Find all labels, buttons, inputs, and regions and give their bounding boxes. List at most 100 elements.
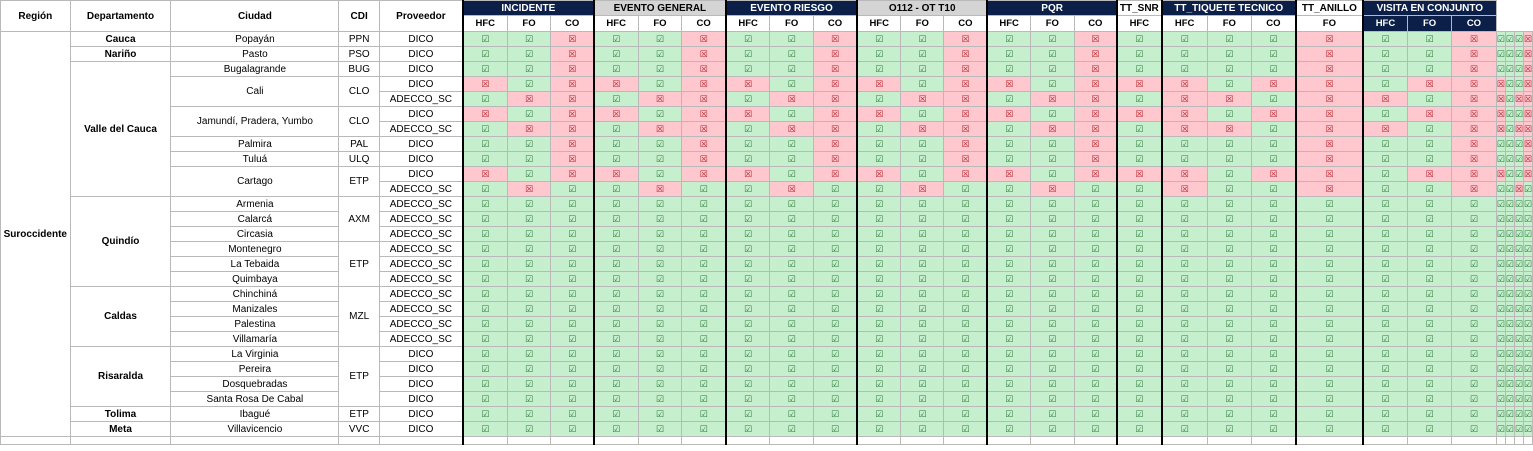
- status-cell-ok[interactable]: ☑: [856, 241, 902, 257]
- status-cell-ok[interactable]: ☑: [1294, 421, 1364, 437]
- status-cell-ok[interactable]: ☑: [1115, 31, 1163, 47]
- empty-cell[interactable]: [986, 436, 1031, 445]
- empty-cell[interactable]: [592, 436, 639, 445]
- empty-cell[interactable]: [0, 436, 71, 445]
- proveedor-cell[interactable]: ADECCO_SC: [378, 196, 464, 212]
- ciudad-cell[interactable]: Calarcá: [170, 211, 340, 227]
- subheader-co[interactable]: CO: [1451, 15, 1497, 32]
- status-cell-fail[interactable]: ☒: [769, 181, 814, 197]
- empty-cell[interactable]: [1160, 436, 1208, 445]
- status-cell-fail[interactable]: ☒: [812, 91, 858, 107]
- status-cell-ok[interactable]: ☑: [1361, 391, 1408, 407]
- status-cell-ok[interactable]: ☑: [1504, 301, 1515, 317]
- status-cell-ok[interactable]: ☑: [769, 286, 814, 302]
- status-cell-fail[interactable]: ☒: [1522, 46, 1533, 62]
- proveedor-cell[interactable]: DICO: [378, 151, 464, 167]
- status-cell-ok[interactable]: ☑: [1250, 346, 1297, 362]
- status-cell-fail[interactable]: ☒: [1073, 61, 1118, 77]
- status-cell-ok[interactable]: ☑: [900, 421, 945, 437]
- status-cell-ok[interactable]: ☑: [506, 136, 552, 152]
- status-cell-ok[interactable]: ☑: [1250, 46, 1297, 62]
- status-cell-fail[interactable]: ☒: [550, 91, 595, 107]
- status-cell-ok[interactable]: ☑: [1206, 196, 1252, 212]
- status-cell-ok[interactable]: ☑: [1029, 46, 1075, 62]
- status-cell-ok[interactable]: ☑: [1115, 271, 1163, 287]
- status-cell-ok[interactable]: ☑: [1160, 241, 1208, 257]
- status-cell-ok[interactable]: ☑: [506, 301, 552, 317]
- subheader-co[interactable]: CO: [1250, 15, 1297, 32]
- status-cell-ok[interactable]: ☑: [986, 346, 1031, 362]
- departamento-cell[interactable]: Nariño: [69, 46, 172, 62]
- status-cell-ok[interactable]: ☑: [812, 256, 858, 272]
- empty-cell[interactable]: [506, 436, 552, 445]
- status-cell-ok[interactable]: ☑: [1495, 241, 1506, 257]
- status-cell-ok[interactable]: ☑: [1206, 31, 1252, 47]
- status-cell-ok[interactable]: ☑: [1361, 406, 1408, 422]
- status-cell-fail[interactable]: ☒: [550, 151, 595, 167]
- empty-cell[interactable]: [1406, 436, 1453, 445]
- status-cell-ok[interactable]: ☑: [986, 46, 1031, 62]
- status-cell-ok[interactable]: ☑: [461, 196, 508, 212]
- status-cell-ok[interactable]: ☑: [1160, 256, 1208, 272]
- status-cell-ok[interactable]: ☑: [769, 376, 814, 392]
- header-region[interactable]: Región: [0, 0, 71, 32]
- proveedor-cell[interactable]: ADECCO_SC: [378, 91, 464, 107]
- status-cell-ok[interactable]: ☑: [812, 421, 858, 437]
- status-cell-ok[interactable]: ☑: [1160, 406, 1208, 422]
- status-cell-fail[interactable]: ☒: [812, 61, 858, 77]
- status-cell-ok[interactable]: ☑: [1495, 331, 1506, 347]
- status-cell-ok[interactable]: ☑: [1504, 61, 1515, 77]
- status-cell-ok[interactable]: ☑: [986, 271, 1031, 287]
- status-cell-fail[interactable]: ☒: [1250, 106, 1297, 122]
- status-cell-fail[interactable]: ☒: [681, 46, 727, 62]
- status-cell-ok[interactable]: ☑: [812, 226, 858, 242]
- status-cell-ok[interactable]: ☑: [1160, 151, 1208, 167]
- status-cell-ok[interactable]: ☑: [1406, 286, 1453, 302]
- status-cell-ok[interactable]: ☑: [986, 331, 1031, 347]
- status-cell-fail[interactable]: ☒: [812, 166, 858, 182]
- ciudad-cell[interactable]: Armenia: [170, 196, 340, 212]
- status-cell-ok[interactable]: ☑: [769, 406, 814, 422]
- status-cell-ok[interactable]: ☑: [724, 121, 771, 137]
- status-cell-ok[interactable]: ☑: [856, 316, 902, 332]
- status-cell-ok[interactable]: ☑: [506, 271, 552, 287]
- status-cell-ok[interactable]: ☑: [1250, 271, 1297, 287]
- status-cell-ok[interactable]: ☑: [1160, 301, 1208, 317]
- status-cell-ok[interactable]: ☑: [1361, 301, 1408, 317]
- status-cell-fail[interactable]: ☒: [1513, 181, 1524, 197]
- cdi-cell[interactable]: VVC: [338, 421, 380, 437]
- status-cell-fail[interactable]: ☒: [1522, 31, 1533, 47]
- empty-cell[interactable]: [856, 436, 902, 445]
- status-cell-ok[interactable]: ☑: [461, 331, 508, 347]
- status-cell-ok[interactable]: ☑: [1115, 46, 1163, 62]
- departamento-cell[interactable]: Valle del Cauca: [69, 61, 172, 197]
- status-cell-ok[interactable]: ☑: [1361, 226, 1408, 242]
- status-cell-ok[interactable]: ☑: [1361, 151, 1408, 167]
- status-cell-ok[interactable]: ☑: [1451, 391, 1497, 407]
- proveedor-cell[interactable]: DICO: [378, 391, 464, 407]
- status-cell-fail[interactable]: ☒: [1294, 46, 1364, 62]
- status-cell-fail[interactable]: ☒: [943, 91, 988, 107]
- status-cell-ok[interactable]: ☑: [1073, 301, 1118, 317]
- empty-cell[interactable]: [1073, 436, 1118, 445]
- cdi-cell[interactable]: CLO: [338, 76, 380, 107]
- status-cell-ok[interactable]: ☑: [681, 286, 727, 302]
- status-cell-ok[interactable]: ☑: [1522, 286, 1533, 302]
- status-cell-ok[interactable]: ☑: [856, 391, 902, 407]
- status-cell-ok[interactable]: ☑: [1115, 136, 1163, 152]
- subheader-fo[interactable]: FO: [1294, 15, 1364, 32]
- status-cell-fail[interactable]: ☒: [1495, 91, 1506, 107]
- status-cell-ok[interactable]: ☑: [943, 301, 988, 317]
- status-cell-fail[interactable]: ☒: [943, 61, 988, 77]
- status-cell-fail[interactable]: ☒: [1073, 106, 1118, 122]
- status-cell-ok[interactable]: ☑: [592, 211, 639, 227]
- status-cell-ok[interactable]: ☑: [1250, 181, 1297, 197]
- status-cell-ok[interactable]: ☑: [1513, 421, 1524, 437]
- status-cell-fail[interactable]: ☒: [506, 181, 552, 197]
- status-cell-ok[interactable]: ☑: [1160, 46, 1208, 62]
- status-cell-ok[interactable]: ☑: [637, 196, 683, 212]
- status-cell-ok[interactable]: ☑: [506, 226, 552, 242]
- status-cell-ok[interactable]: ☑: [461, 421, 508, 437]
- status-cell-ok[interactable]: ☑: [1504, 256, 1515, 272]
- status-cell-ok[interactable]: ☑: [986, 241, 1031, 257]
